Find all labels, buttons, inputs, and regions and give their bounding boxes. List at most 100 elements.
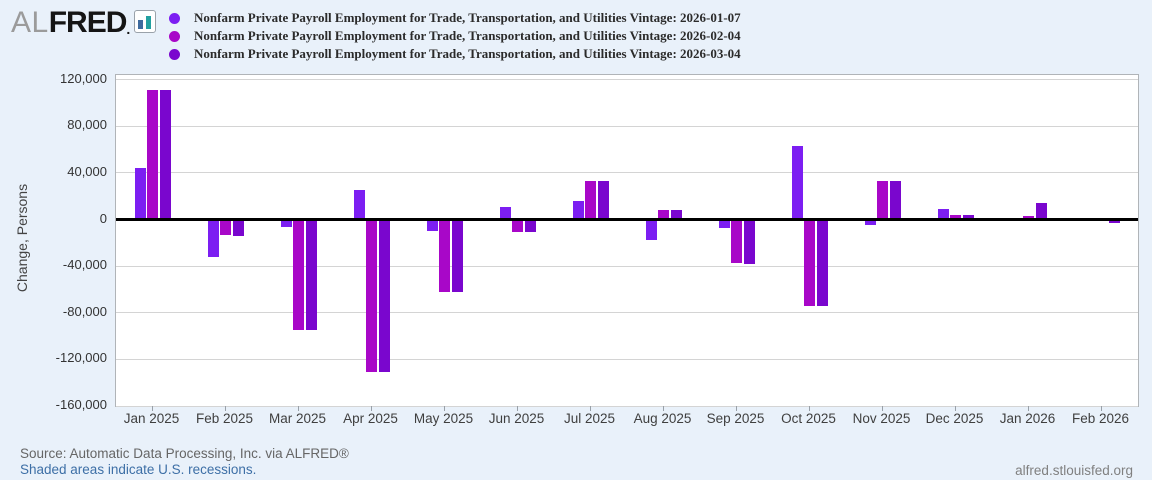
bar-mar-2025-vintage-2 xyxy=(293,219,304,331)
x-tick-label: Jan 2025 xyxy=(123,411,180,426)
x-tick-label: Oct 2025 xyxy=(781,411,836,426)
alfred-logo: AL FRED. xyxy=(11,6,157,40)
x-tick-label: Apr 2025 xyxy=(343,411,398,426)
x-tick-label: Jan 2026 xyxy=(999,411,1056,426)
y-tick-label: 0 xyxy=(99,210,107,226)
y-tick-label: -80,000 xyxy=(62,303,107,319)
bar-jun-2025-vintage-2 xyxy=(512,219,523,233)
x-tick-label: Mar 2025 xyxy=(268,411,327,426)
x-tick-mark xyxy=(224,406,226,411)
bar-jun-2025-vintage-3 xyxy=(524,219,536,233)
bar-oct-2025-vintage-1 xyxy=(791,146,803,220)
recession-note-link[interactable]: Shaded areas indicate U.S. recessions. xyxy=(20,462,257,477)
legend: Nonfarm Private Payroll Employment for T… xyxy=(169,9,741,63)
x-tick-label: Feb 2025 xyxy=(195,411,254,426)
x-tick-mark xyxy=(881,406,883,411)
x-tick-label: Feb 2026 xyxy=(1071,411,1130,426)
source-note: Source: Automatic Data Processing, Inc. … xyxy=(20,446,349,461)
bar-sep-2025-vintage-1 xyxy=(718,219,730,228)
bar-jul-2025-vintage-3 xyxy=(597,181,609,220)
y-axis-title: Change, Persons xyxy=(14,183,30,293)
bar-may-2025-vintage-2 xyxy=(439,219,450,292)
gridline--120000 xyxy=(116,358,1138,360)
x-tick-mark xyxy=(808,406,810,411)
bar-aug-2025-vintage-2 xyxy=(658,210,669,220)
bar-jul-2025-vintage-1 xyxy=(572,200,584,220)
bar-sep-2025-vintage-3 xyxy=(743,219,755,264)
x-tick-mark xyxy=(516,406,518,411)
bar-dec-2025-vintage-3 xyxy=(962,214,974,220)
x-tick-mark xyxy=(443,406,445,411)
x-tick-mark xyxy=(297,406,299,411)
bar-jan-2025-vintage-1 xyxy=(134,168,146,220)
x-tick-label: Jun 2025 xyxy=(488,411,545,426)
gridline--80000 xyxy=(116,312,1138,314)
x-tick-mark xyxy=(735,406,737,411)
gridline-80000 xyxy=(116,125,1138,127)
gridline-40000 xyxy=(116,172,1138,174)
y-tick-label: 120,000 xyxy=(60,70,107,86)
site-url: alfred.stlouisfed.org xyxy=(1015,463,1133,478)
legend-item-vintage-3: Nonfarm Private Payroll Employment for T… xyxy=(169,45,741,63)
legend-dot-icon xyxy=(169,12,180,24)
y-tick-label: -40,000 xyxy=(62,257,107,273)
logo-prefix: AL xyxy=(11,6,49,39)
bar-may-2025-vintage-1 xyxy=(426,219,438,232)
x-tick-mark xyxy=(370,406,372,411)
gridline--160000 xyxy=(116,405,1138,407)
legend-dot-icon xyxy=(169,48,180,60)
bar-jun-2025-vintage-1 xyxy=(499,206,511,220)
x-tick-label: Jul 2025 xyxy=(563,411,616,426)
bar-feb-2026-vintage-3 xyxy=(1108,219,1120,223)
x-tick-mark xyxy=(662,406,664,411)
bar-apr-2025-vintage-2 xyxy=(366,219,377,373)
logo-registered-mark: . xyxy=(126,21,131,37)
bar-jan-2025-vintage-2 xyxy=(147,90,158,220)
logo-name: FRED xyxy=(48,6,128,39)
bar-chart-icon xyxy=(134,10,157,33)
x-tick-label: May 2025 xyxy=(413,411,474,426)
bar-aug-2025-vintage-3 xyxy=(670,210,682,220)
gridline--40000 xyxy=(116,265,1138,267)
legend-item-vintage-2: Nonfarm Private Payroll Employment for T… xyxy=(169,27,741,45)
bar-feb-2025-vintage-1 xyxy=(207,219,219,257)
legend-dot-icon xyxy=(169,30,180,42)
bar-feb-2025-vintage-2 xyxy=(220,219,231,235)
legend-label: Nonfarm Private Payroll Employment for T… xyxy=(194,28,741,43)
x-tick-mark xyxy=(1100,406,1102,411)
x-tick-label: Sep 2025 xyxy=(706,411,765,426)
y-tick-label: -120,000 xyxy=(55,350,107,366)
x-tick-mark xyxy=(1027,406,1029,411)
bar-oct-2025-vintage-2 xyxy=(804,219,815,306)
bar-jan-2026-vintage-3 xyxy=(1035,203,1047,220)
bar-nov-2025-vintage-1 xyxy=(864,219,876,226)
plot-area xyxy=(115,74,1139,407)
bar-aug-2025-vintage-1 xyxy=(645,219,657,241)
bar-feb-2025-vintage-3 xyxy=(232,219,244,236)
bar-dec-2025-vintage-1 xyxy=(937,209,949,220)
y-tick-label: -160,000 xyxy=(55,397,107,412)
bar-jan-2026-vintage-2 xyxy=(1023,216,1034,220)
x-tick-mark xyxy=(589,406,591,411)
gridline-120000 xyxy=(116,79,1138,81)
x-tick-mark xyxy=(954,406,956,411)
bar-jul-2025-vintage-2 xyxy=(585,181,596,220)
bar-apr-2025-vintage-1 xyxy=(353,190,365,220)
bar-nov-2025-vintage-3 xyxy=(889,181,901,220)
legend-item-vintage-1: Nonfarm Private Payroll Employment for T… xyxy=(169,9,741,27)
bar-mar-2025-vintage-3 xyxy=(305,219,317,331)
bar-sep-2025-vintage-2 xyxy=(731,219,742,263)
y-tick-label: 40,000 xyxy=(67,163,107,179)
x-tick-label: Dec 2025 xyxy=(925,411,984,426)
bar-may-2025-vintage-3 xyxy=(451,219,463,292)
bar-apr-2025-vintage-3 xyxy=(378,219,390,373)
x-tick-mark xyxy=(151,406,153,411)
y-tick-label: 80,000 xyxy=(67,117,107,133)
x-tick-label: Nov 2025 xyxy=(852,411,911,426)
legend-label: Nonfarm Private Payroll Employment for T… xyxy=(194,46,741,61)
bar-oct-2025-vintage-3 xyxy=(816,219,828,306)
legend-label: Nonfarm Private Payroll Employment for T… xyxy=(194,10,741,25)
bar-dec-2025-vintage-2 xyxy=(950,214,961,220)
x-tick-label: Aug 2025 xyxy=(633,411,692,426)
